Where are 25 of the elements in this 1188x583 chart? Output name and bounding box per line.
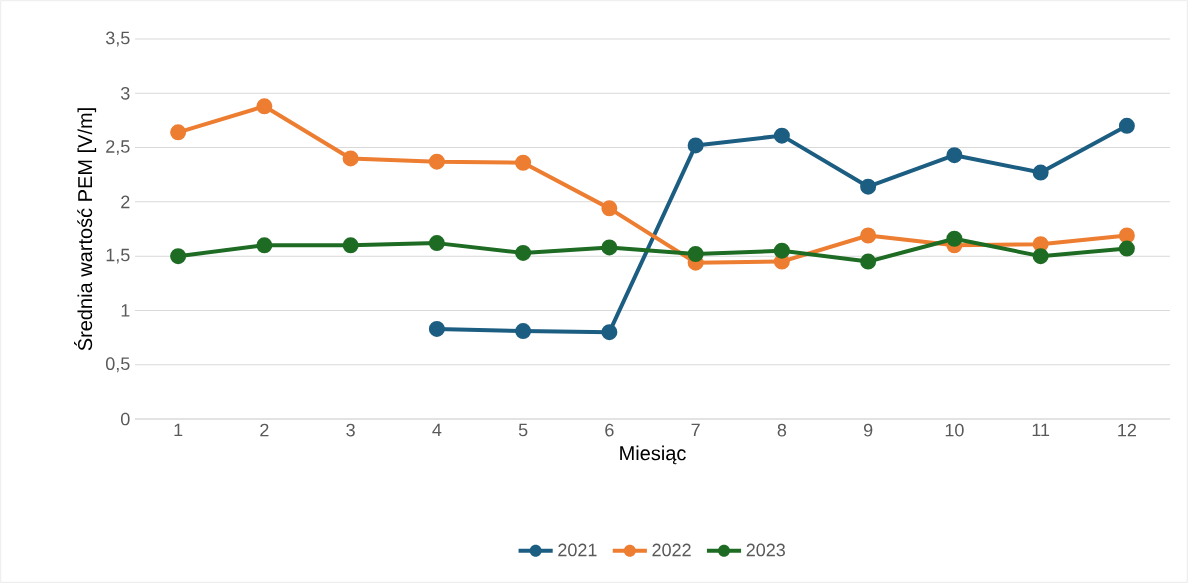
y-tick-label: 2,5 xyxy=(106,140,130,156)
x-tick-label: 5 xyxy=(518,423,528,437)
legend-label: 2023 xyxy=(746,543,785,557)
y-axis-title: Średnia wartość PEM [V/m] xyxy=(74,108,97,351)
x-tick-label: 8 xyxy=(777,423,787,437)
y-tick-label: 0 xyxy=(121,412,130,426)
x-axis-title: Miesiąc xyxy=(620,445,686,465)
x-tick-label: 11 xyxy=(1032,423,1050,437)
x-tick-label: 2 xyxy=(260,423,269,437)
y-tick-label: 3 xyxy=(120,86,130,100)
legend-label: 2022 xyxy=(652,543,691,557)
x-tick-label: 12 xyxy=(1118,423,1136,437)
x-tick-label: 4 xyxy=(432,423,442,437)
legend-label: 2021 xyxy=(558,543,597,557)
y-tick-label: 0,5 xyxy=(105,357,130,373)
x-tick-label: 9 xyxy=(863,423,873,437)
y-tick-label: 1,5 xyxy=(106,248,130,264)
y-tick-label: 3,5 xyxy=(105,31,130,47)
y-tick-label: 1 xyxy=(121,304,130,317)
x-tick-label: 3 xyxy=(346,423,355,437)
x-tick-label: 10 xyxy=(945,423,964,437)
x-tick-label: 1 xyxy=(174,423,183,437)
x-tick-label: 7 xyxy=(691,423,700,437)
x-tick-label: 6 xyxy=(605,423,614,437)
y-tick-label: 2 xyxy=(121,195,130,209)
